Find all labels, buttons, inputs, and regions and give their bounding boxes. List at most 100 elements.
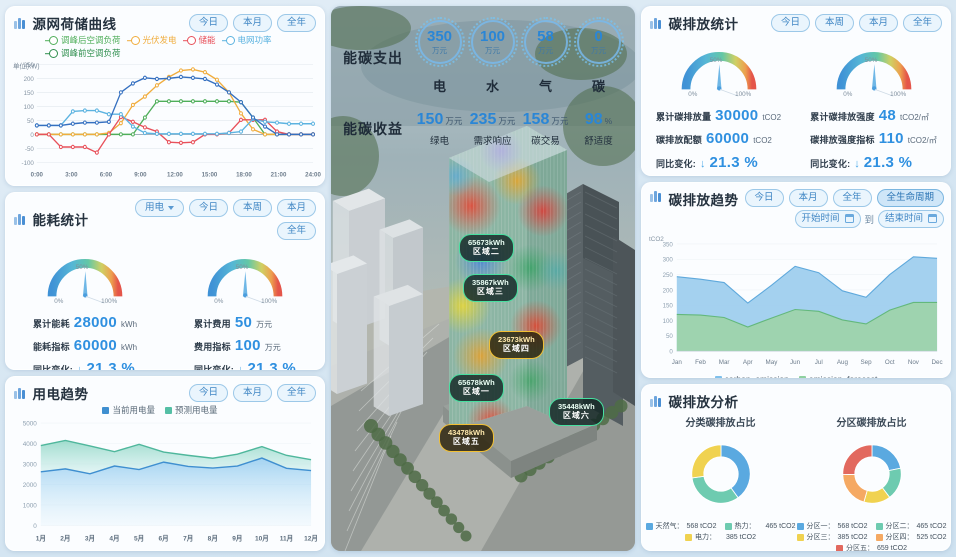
- legend-item[interactable]: 分区五： 659 tCO2: [836, 543, 907, 551]
- legend-item[interactable]: 预测用电量: [165, 406, 218, 415]
- legend-swatch: [724, 522, 732, 530]
- metric-ring: 100 万元: [467, 17, 518, 67]
- range-month-button[interactable]: 本月: [232, 14, 272, 32]
- zone-hotspot[interactable]: 65678kWh 区域一: [449, 374, 504, 403]
- legend-item[interactable]: 调峰后空调负荷: [49, 36, 121, 45]
- carbon-stat-title: 碳排放统计: [668, 17, 739, 32]
- title-bars-icon: [650, 191, 661, 202]
- zone-hotspot[interactable]: 35867kWh 区域三: [463, 274, 518, 303]
- range-today-button[interactable]: 今日: [188, 14, 228, 32]
- zone-hotspot[interactable]: 23673kWh 区域四: [489, 331, 544, 360]
- legend-item[interactable]: 储能: [186, 36, 216, 45]
- donut-charts: 分类碳排放占比 天然气： 568 tCO2 热力： 465 tCO2 电力： 385 tC…: [641, 413, 951, 551]
- legend-item[interactable]: 电网功率: [225, 36, 272, 45]
- range-today-button[interactable]: 今日: [188, 199, 228, 217]
- stat-value: 30000: [715, 107, 759, 124]
- expense-item-gas: 58 万元 气: [519, 17, 572, 95]
- range-month-button[interactable]: 本月: [276, 199, 316, 217]
- power-trend-card: 用电趋势 今日 本月 全年 当前用电量 预测用电量 0 1000 2000 3000 4…: [5, 376, 325, 551]
- svg-text:200: 200: [663, 287, 674, 294]
- stat-label: 累计能耗: [32, 318, 70, 329]
- range-month-button[interactable]: 本月: [788, 189, 828, 207]
- source-grid-load-storage-card: 源网荷储曲线 今日 本月 全年 调峰后空调负荷 光伏发电 储能 电网功率 调峰前…: [5, 6, 325, 186]
- range-today-button[interactable]: 今日: [744, 189, 784, 207]
- page-title: 源网荷储曲线: [32, 17, 117, 32]
- range-year-button[interactable]: 全年: [276, 221, 316, 240]
- svg-text:100%: 100%: [101, 298, 118, 305]
- svg-text:2000: 2000: [23, 482, 38, 489]
- card-header: 能耗统计 用电 今日 本周 本月 全年: [5, 192, 325, 242]
- chevron-down-icon: [167, 205, 174, 210]
- legend-item[interactable]: emission_forecast: [798, 375, 877, 378]
- legend-item[interactable]: 电力： 385 tCO2: [685, 532, 756, 542]
- zone-hotspot[interactable]: 65673kWh 区域二: [459, 234, 514, 263]
- range-year-button[interactable]: 全年: [276, 384, 316, 402]
- stat-label: 累计碳排放量: [655, 112, 712, 122]
- svg-text:3:00: 3:00: [65, 171, 78, 178]
- legend-item[interactable]: 分区四： 525 tCO2: [875, 532, 946, 542]
- trend-controls: 今日 本月 全年 全生命周期 开始时间 到 结束时间: [744, 189, 945, 228]
- svg-text:0%: 0%: [54, 298, 64, 305]
- income-label: 能碳收益: [343, 121, 403, 137]
- legend-item[interactable]: 热力： 465 tCO2: [724, 521, 795, 531]
- trend-down-icon: ↓: [854, 157, 860, 170]
- range-year-button[interactable]: 全年: [902, 14, 942, 32]
- legend-item[interactable]: 天然气： 568 tCO2: [645, 521, 717, 531]
- range-lifecycle-button[interactable]: 全生命周期: [876, 189, 945, 207]
- svg-text:12:00: 12:00: [167, 171, 183, 178]
- metric-value: 350: [426, 27, 453, 45]
- metric-value: 158: [522, 111, 550, 128]
- donut-title: 分区碳排放占比: [836, 418, 907, 429]
- metric-caption: 舒适度: [584, 136, 613, 147]
- zone-hotspot[interactable]: 35448kWh 区域六: [549, 398, 604, 427]
- svg-text:7月: 7月: [183, 534, 193, 542]
- card-header: 用电趋势 今日 本月 全年: [5, 376, 325, 405]
- stat-value: 48: [878, 107, 896, 124]
- legend-item[interactable]: 调峰前空调负荷: [49, 49, 121, 58]
- svg-text:tCO2: tCO2: [649, 236, 664, 243]
- svg-text:0%: 0%: [688, 91, 698, 98]
- svg-text:150: 150: [663, 302, 674, 309]
- svg-text:150: 150: [24, 90, 35, 97]
- svg-text:1月: 1月: [36, 534, 46, 542]
- legend-item[interactable]: 分区一： 568 tCO2: [796, 521, 868, 531]
- svg-text:0%: 0%: [214, 298, 224, 305]
- svg-text:-50: -50: [25, 146, 34, 153]
- legend-item[interactable]: 光伏发电: [130, 36, 177, 45]
- range-week-button[interactable]: 本周: [232, 199, 272, 217]
- card-header: 碳排放统计 今日 本周 本月 全年: [641, 6, 951, 35]
- zone-label: 区域五: [452, 437, 480, 447]
- legend-item[interactable]: 分区二： 465 tCO2: [875, 521, 946, 531]
- svg-text:24:00: 24:00: [305, 171, 321, 178]
- range-today-button[interactable]: 今日: [770, 14, 810, 32]
- range-week-button[interactable]: 本周: [814, 14, 854, 32]
- donut-legend: 天然气： 568 tCO2 热力： 465 tCO2 电力： 385 tCO2: [645, 517, 796, 542]
- svg-text:0: 0: [33, 522, 37, 529]
- start-date-input[interactable]: 开始时间: [794, 209, 861, 228]
- legend-label: 分区三：: [806, 534, 835, 541]
- stat-value: 100: [234, 337, 261, 354]
- range-month-button[interactable]: 本月: [232, 384, 272, 402]
- legend-value: 385 tCO2: [837, 533, 868, 541]
- legend-item[interactable]: 分区三： 385 tCO2: [796, 532, 868, 542]
- end-date-input[interactable]: 结束时间: [878, 209, 945, 228]
- stat-unit: 万元: [256, 319, 273, 329]
- range-today-button[interactable]: 今日: [188, 384, 228, 402]
- energy-type-select[interactable]: 用电: [134, 199, 184, 217]
- zone-value: 65673kWh: [468, 238, 505, 247]
- legend-item[interactable]: 当前用电量: [102, 406, 155, 415]
- legend-swatch: [836, 544, 844, 551]
- range-year-button[interactable]: 全年: [832, 189, 872, 207]
- zone-hotspot[interactable]: 43478kWh 区域五: [439, 424, 494, 453]
- metric-caption: 碳交易: [531, 136, 560, 147]
- legend-item[interactable]: carbon_emission: [714, 375, 789, 378]
- range-month-button[interactable]: 本月: [858, 14, 898, 32]
- range-year-button[interactable]: 全年: [276, 14, 316, 32]
- stat-value: 28000: [73, 313, 118, 331]
- svg-text:0:00: 0:00: [31, 171, 44, 178]
- legend-label: 调峰前空调负荷: [61, 48, 121, 59]
- carbon-gauges: 0% 50% 100% 累计碳排放量 30000 tCO2 碳排放配额 60000 tCO2…: [641, 35, 951, 176]
